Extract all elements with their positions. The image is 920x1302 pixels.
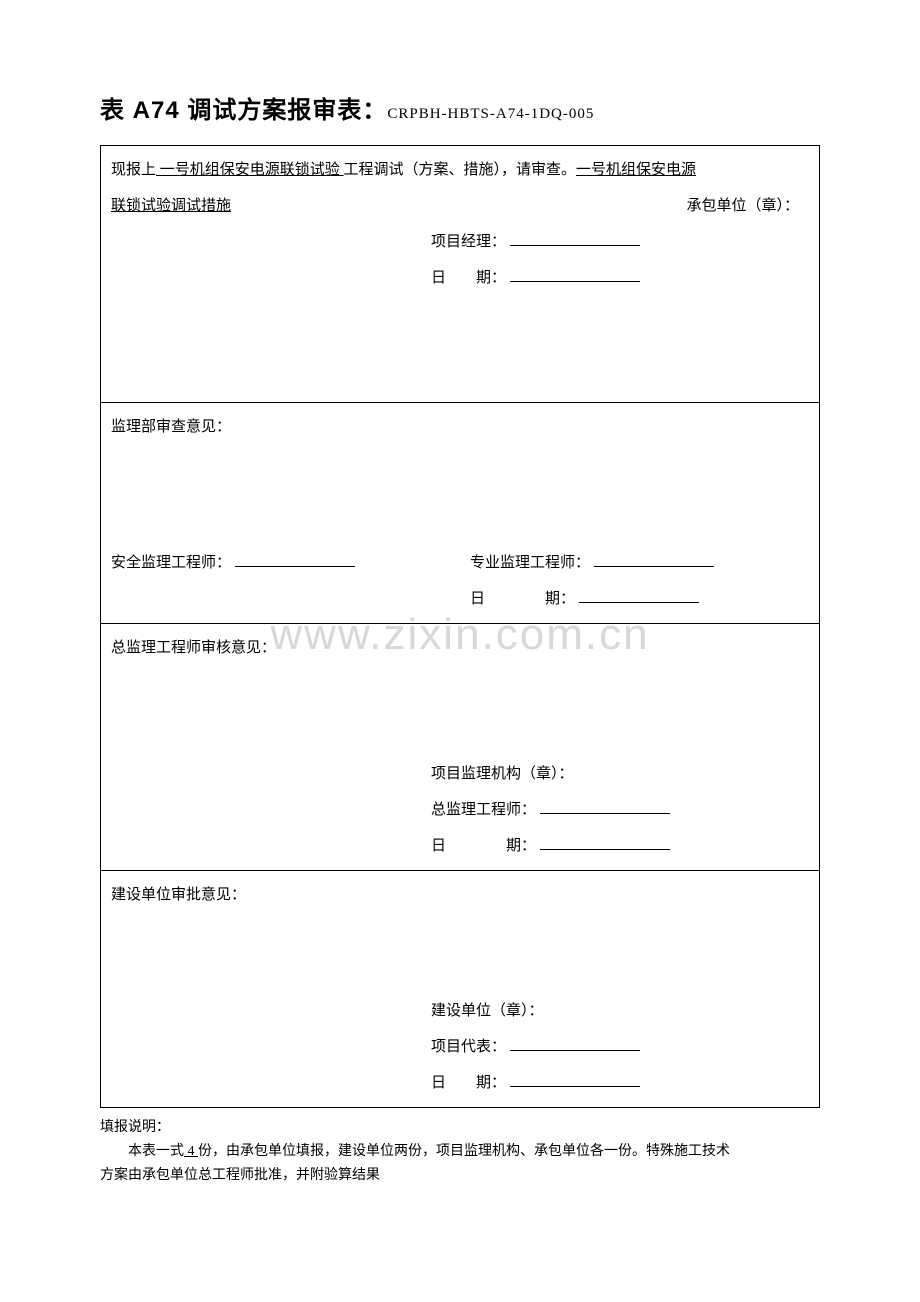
owner-heading: 建设单位审批意见： <box>111 877 809 913</box>
supervision-heading: 监理部审查意见： <box>111 409 809 445</box>
title-code: CRPBH-HBTS-A74-1DQ-005 <box>387 106 594 122</box>
pro-engineer-blank <box>594 566 714 567</box>
date-blank-1 <box>510 281 640 282</box>
pm-signature-block: 项目经理： 日 期： <box>431 224 809 296</box>
chief-blank <box>540 813 670 814</box>
notes-line1a: 本表一式 <box>128 1144 184 1159</box>
notes-copies: 4 <box>184 1144 198 1159</box>
notes-line2: 方案由承包单位总工程师批准，并附验算结果 <box>100 1164 820 1188</box>
org-label: 项目监理机构（章）： <box>431 756 809 792</box>
owner-label: 建设单位（章）： <box>431 993 809 1029</box>
filling-notes: 填报说明： 本表一式 4 份，由承包单位填报，建设单位两份，项目监理机构、承包单… <box>100 1116 820 1187</box>
pm-label: 项目经理： <box>431 234 506 250</box>
project-name-2a: 一号机组保安电源 <box>576 162 696 178</box>
section-submission: 现报上 一号机组保安电源联锁试验 工程调试（方案、措施），请审查。一号机组保安电… <box>101 146 820 403</box>
date-label-4: 日 期： <box>431 1075 506 1091</box>
section-supervision-review: 监理部审查意见： 安全监理工程师： 专业监理工程师： 日 期： <box>101 403 820 624</box>
date-blank-2 <box>579 602 699 603</box>
project-name-2b: 联锁试验调试措施 <box>111 198 231 214</box>
project-name-1: 一号机组保安电源联锁试验 <box>156 162 344 178</box>
rep-label: 项目代表： <box>431 1039 506 1055</box>
notes-line1: 本表一式 4 份，由承包单位填报，建设单位两份，项目监理机构、承包单位各一份。特… <box>100 1140 820 1164</box>
section-chief-review: 总监理工程师审核意见： 项目监理机构（章）： 总监理工程师： 日 期： <box>101 624 820 871</box>
chief-signature-block: 项目监理机构（章）： 总监理工程师： 日 期： <box>431 756 809 864</box>
date-label-2: 日 期： <box>470 591 575 607</box>
chief-label: 总监理工程师： <box>431 802 536 818</box>
rep-blank <box>510 1050 640 1051</box>
supervision-signatures: 安全监理工程师： 专业监理工程师： 日 期： <box>111 545 809 617</box>
page-title: 表 A74 调试方案报审表：CRPBH-HBTS-A74-1DQ-005 <box>100 90 820 125</box>
date-label-1: 日 期： <box>431 270 506 286</box>
title-prefix: 表 A74 调试方案报审表： <box>100 97 387 124</box>
chief-heading: 总监理工程师审核意见： <box>111 630 809 666</box>
date-label-3: 日 期： <box>431 838 536 854</box>
submission-prefix: 现报上 <box>111 162 156 178</box>
date-blank-4 <box>510 1086 640 1087</box>
submission-mid: 工程调试（方案、措施），请审查。 <box>344 162 577 178</box>
contractor-stamp-label: 承包单位（章）： <box>686 188 799 224</box>
submission-text: 现报上 一号机组保安电源联锁试验 工程调试（方案、措施），请审查。一号机组保安电… <box>111 152 809 224</box>
date-blank-3 <box>540 849 670 850</box>
pro-engineer-label: 专业监理工程师： <box>470 555 590 571</box>
notes-heading: 填报说明： <box>100 1116 820 1140</box>
safety-engineer-blank <box>235 566 355 567</box>
safety-engineer-label: 安全监理工程师： <box>111 555 231 571</box>
pm-blank <box>510 245 640 246</box>
approval-table: 现报上 一号机组保安电源联锁试验 工程调试（方案、措施），请审查。一号机组保安电… <box>100 145 820 1108</box>
owner-signature-block: 建设单位（章）： 项目代表： 日 期： <box>431 993 809 1101</box>
section-owner-approval: 建设单位审批意见： 建设单位（章）： 项目代表： 日 期： <box>101 871 820 1108</box>
notes-line1b: 份，由承包单位填报，建设单位两份，项目监理机构、承包单位各一份。特殊施工技术 <box>198 1144 730 1159</box>
